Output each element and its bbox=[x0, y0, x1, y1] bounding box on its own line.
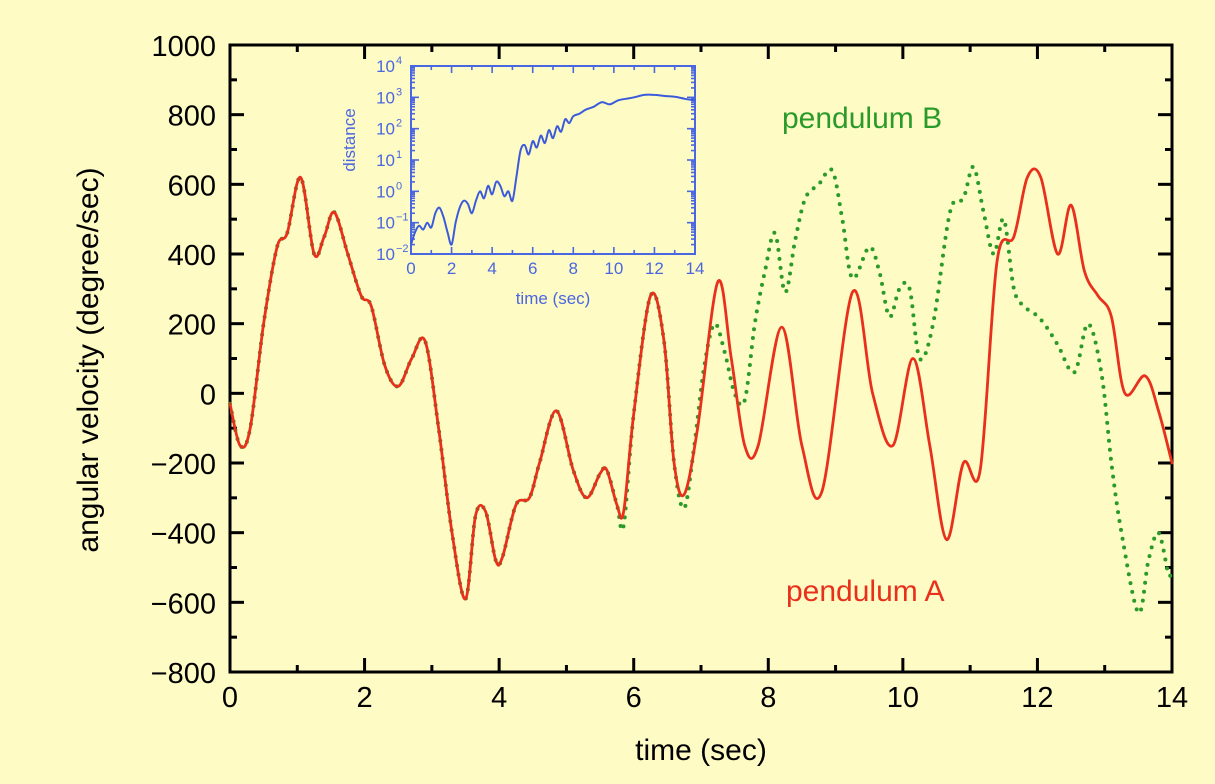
plot-frame bbox=[228, 43, 1174, 674]
inset-x-tick-label: 12 bbox=[645, 259, 664, 278]
inset-x-axis-label: time (sec) bbox=[516, 289, 591, 308]
y-tick-label: 0 bbox=[200, 379, 216, 411]
inset-x-tick-label: 14 bbox=[686, 259, 705, 278]
y-tick-label: −600 bbox=[151, 588, 216, 620]
inset-x-tick-label: 0 bbox=[406, 259, 415, 278]
y-tick-label: 1000 bbox=[151, 31, 216, 63]
inset-y-tick-label: 10 bbox=[376, 182, 395, 201]
x-tick-label: 6 bbox=[626, 682, 642, 714]
series-line-pendulum-b bbox=[228, 164, 1174, 615]
y-tick-label: −200 bbox=[151, 449, 216, 481]
inset-y-axis-label: distance bbox=[340, 108, 359, 171]
inset-y-tick-exponent: −1 bbox=[396, 212, 409, 224]
y-tick-label: 200 bbox=[168, 310, 216, 342]
series-label-pendulum-b: pendulum B bbox=[782, 102, 942, 135]
inset-x-tick-label: 6 bbox=[528, 259, 537, 278]
inset-series-layer bbox=[410, 93, 696, 246]
series-line-pendulum-a bbox=[228, 167, 1174, 601]
inset-y-tick-exponent: −2 bbox=[396, 243, 409, 255]
inset-y-tick-label: 10 bbox=[376, 120, 395, 139]
inset-y-tick-label: 10 bbox=[376, 151, 395, 170]
x-tick-label: 2 bbox=[357, 682, 373, 714]
inset-y-tick-label: 10 bbox=[376, 88, 395, 107]
y-tick-label: 800 bbox=[168, 101, 216, 133]
inset-x-tick-label: 2 bbox=[447, 259, 456, 278]
main-axis-ticks: 0 2 4 6 8 10 12 1410008006004002000−200−400−600… bbox=[151, 31, 1188, 714]
y-axis-label: angular velocity (degree/sec) bbox=[72, 167, 105, 552]
x-tick-label: 8 bbox=[760, 682, 776, 714]
x-tick-label: 12 bbox=[1021, 682, 1053, 714]
x-tick-label: 14 bbox=[1156, 682, 1188, 714]
inset-y-tick-exponent: 4 bbox=[396, 55, 402, 67]
y-tick-label: −400 bbox=[151, 519, 216, 551]
main-series-layer bbox=[228, 164, 1174, 615]
inset-y-tick-label: 10 bbox=[376, 245, 395, 264]
inset-y-tick-exponent: 3 bbox=[396, 86, 402, 98]
series-label-pendulum-a: pendulum A bbox=[786, 575, 944, 608]
inset-y-tick-exponent: 0 bbox=[396, 180, 402, 192]
y-tick-label: 400 bbox=[168, 240, 216, 272]
inset-x-tick-label: 10 bbox=[604, 259, 623, 278]
y-tick-label: −800 bbox=[151, 658, 216, 690]
inset-x-tick-label: 8 bbox=[569, 259, 578, 278]
inset-y-tick-label: 10 bbox=[376, 214, 395, 233]
x-tick-label: 4 bbox=[491, 682, 507, 714]
y-tick-label: 600 bbox=[168, 170, 216, 202]
x-axis-label: time (sec) bbox=[635, 734, 767, 767]
x-tick-label: 0 bbox=[222, 682, 238, 714]
inset-x-tick-label: 4 bbox=[487, 259, 496, 278]
inset-series-line-distance bbox=[410, 93, 696, 246]
x-tick-label: 10 bbox=[887, 682, 919, 714]
inset-y-tick-exponent: 1 bbox=[396, 149, 402, 161]
inset-y-tick-label: 10 bbox=[376, 57, 395, 76]
inset-y-tick-exponent: 2 bbox=[396, 118, 402, 130]
